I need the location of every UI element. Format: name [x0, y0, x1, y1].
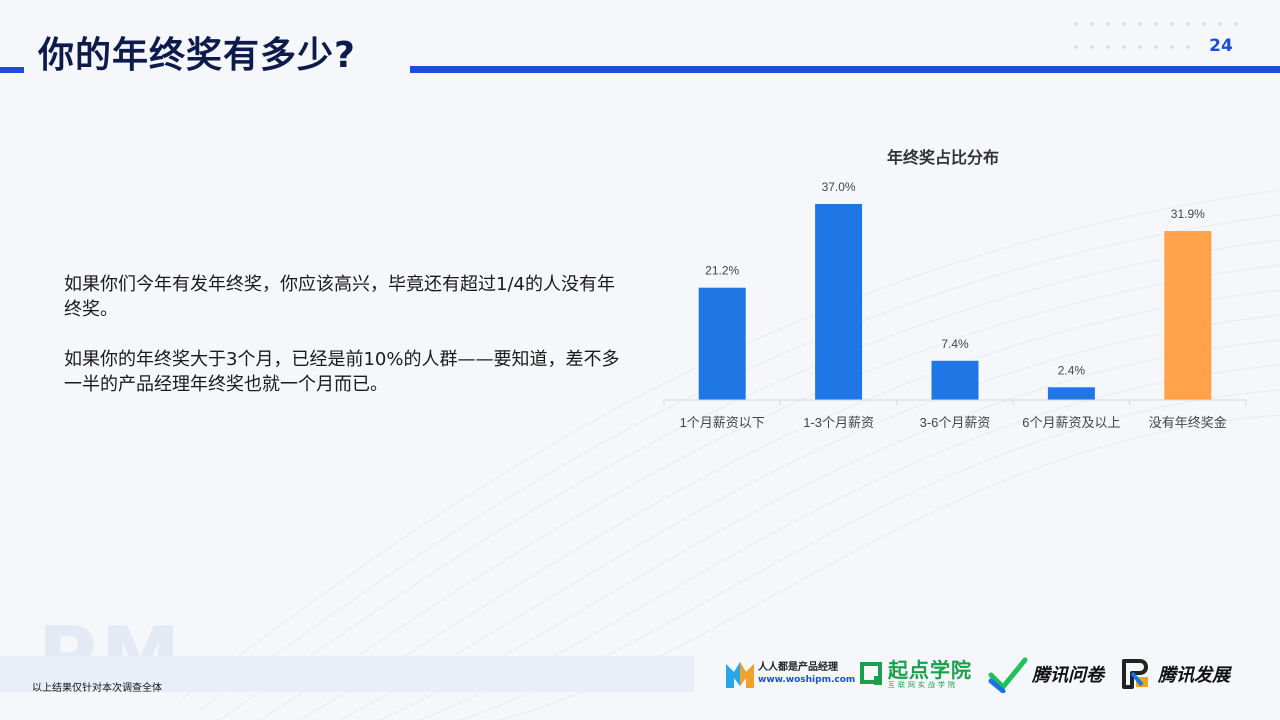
page-title: 你的年终奖有多少? [38, 35, 356, 76]
body-text: 如果你们今年有发年终奖，你应该高兴，毕竟还有超过1/4的人没有年终奖。 如果你的… [64, 272, 624, 422]
woshipm-m-icon [726, 662, 754, 688]
bar-4 [1047, 387, 1095, 400]
dot-grid-decoration [1074, 22, 1238, 49]
qidian-name: 起点学院 [888, 657, 972, 682]
category-label-4: 6个月薪资及以上 [1022, 415, 1120, 430]
bar-chart: 年终奖占比分布 21.2% 1个月薪资以下 37.0% 1-3个月薪资 7.4% 3-6个… [640, 130, 1260, 450]
paragraph-2: 如果你的年终奖大于3个月，已经是前10%的人群——要知道，差不多一半的产品经理年… [64, 349, 620, 395]
bar-2 [815, 204, 863, 400]
paragraph-1: 如果你们今年有发年终奖，你应该高兴，毕竟还有超过1/4的人没有年终奖。 [64, 274, 615, 320]
bar-value-label-3: 7.4% [941, 337, 969, 351]
bar-value-label-5: 31.9% [1171, 207, 1205, 221]
bar-chart-svg: 年终奖占比分布 21.2% 1个月薪资以下 37.0% 1-3个月薪资 7.4% 3-6个… [663, 148, 1247, 430]
qidian-sub: 互联网实战学院 [888, 680, 958, 689]
qidian-square-icon [860, 662, 882, 685]
title-left-accent [0, 67, 24, 73]
footnote: 以上结果仅针对本次调查全体 [32, 683, 162, 694]
tencent-wenjuan-logo: 腾讯问卷 [988, 654, 1104, 694]
wenjuan-name: 腾讯问卷 [1032, 665, 1104, 686]
bar-value-label-1: 21.2% [705, 264, 739, 278]
tencent-fazhan-logo: 腾讯发展 [1120, 654, 1230, 694]
qidian-logo: 起点学院 互联网实战学院 [860, 654, 972, 694]
bar-3 [931, 360, 979, 400]
check-mark-icon [988, 657, 1028, 693]
woshipm-logo: 人人都是产品经理 www.woshipm.com [724, 654, 855, 694]
bar-value-label-4: 2.4% [1058, 363, 1086, 377]
fazhan-name: 腾讯发展 [1158, 665, 1230, 686]
category-label-5: 没有年终奖金 [1149, 415, 1227, 430]
title-underline-bar [410, 66, 1280, 73]
tencent-swirl-icon [1122, 659, 1148, 689]
bar-5 [1164, 231, 1212, 400]
footnote-band [0, 656, 694, 692]
bar-1 [698, 287, 746, 400]
category-label-1: 1个月薪资以下 [680, 415, 765, 430]
woshipm-name: 人人都是产品经理 [758, 662, 838, 673]
chart-title: 年终奖占比分布 [887, 148, 999, 167]
bar-value-label-2: 37.0% [822, 180, 856, 194]
category-label-2: 1-3个月薪资 [803, 415, 874, 430]
page-number: 24 [1209, 36, 1233, 56]
woshipm-url: www.woshipm.com [758, 675, 856, 685]
category-label-3: 3-6个月薪资 [920, 415, 991, 430]
